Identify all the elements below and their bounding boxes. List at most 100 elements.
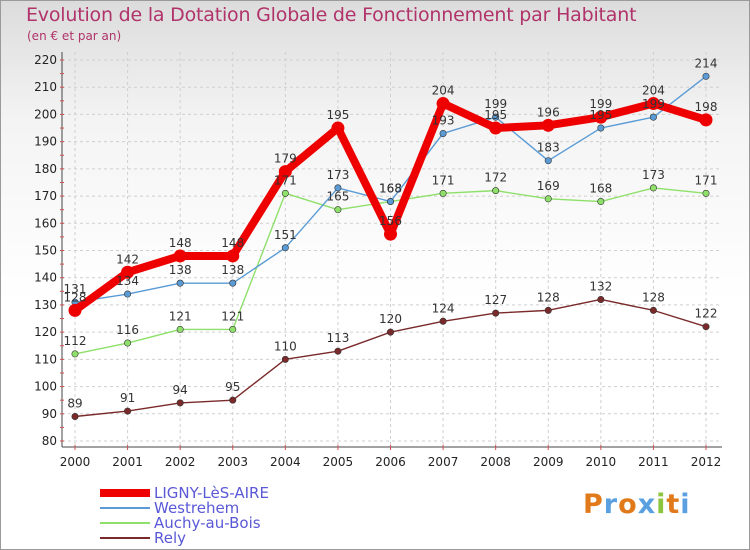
x-axis-ticks: 2000 2001 2002 2003 2004 2005 2006 2007 2008 2009… (60, 455, 722, 469)
data-point (646, 97, 660, 111)
data-point (176, 399, 184, 407)
data-point (544, 157, 552, 165)
data-point (649, 306, 657, 314)
data-point (176, 279, 184, 287)
data-point (439, 129, 447, 137)
data-point (229, 279, 237, 287)
data-label: 214 (695, 56, 718, 70)
data-label: 148 (221, 236, 244, 250)
data-label: 116 (116, 323, 139, 337)
data-label: 183 (537, 141, 560, 155)
data-label: 168 (379, 182, 402, 196)
data-point (176, 325, 184, 333)
data-label: 95 (225, 380, 240, 394)
data-label: 122 (695, 307, 718, 321)
chart-subtitle: (en € et par an) (27, 29, 122, 43)
y-tick-label: 150 (34, 244, 57, 258)
data-point (597, 124, 605, 132)
data-point (121, 265, 135, 279)
x-tick-label: 2008 (480, 455, 511, 469)
data-label: 121 (169, 309, 192, 323)
data-label: 112 (64, 334, 87, 348)
data-point (71, 413, 79, 421)
data-point (594, 110, 608, 124)
data-label: 120 (379, 312, 402, 326)
data-point (492, 113, 500, 121)
data-label: 204 (642, 84, 665, 98)
data-label: 121 (221, 309, 244, 323)
data-point (226, 249, 240, 263)
data-label: 110 (274, 339, 297, 353)
legend-label: Auchy-au-Bois (154, 514, 261, 532)
data-point (124, 290, 132, 298)
legend-item: Westrehem (100, 499, 239, 517)
data-label: 156 (379, 214, 402, 228)
data-point (702, 323, 710, 331)
x-tick-label: 2011 (638, 455, 669, 469)
data-label: 204 (432, 84, 455, 98)
y-tick-label: 80 (42, 434, 57, 448)
series-westrehem (71, 72, 710, 306)
data-point (331, 121, 345, 135)
y-tick-label: 110 (34, 352, 57, 366)
data-point (281, 244, 289, 252)
x-tick-label: 2012 (691, 455, 722, 469)
series-group (68, 72, 713, 421)
x-tick-label: 2010 (586, 455, 617, 469)
data-point (334, 184, 342, 192)
data-label: 171 (274, 173, 297, 187)
data-label: 127 (484, 293, 507, 307)
data-point (702, 189, 710, 197)
data-label: 134 (116, 274, 139, 288)
data-point (439, 189, 447, 197)
data-label: 94 (173, 383, 188, 397)
data-label: 131 (64, 282, 87, 296)
data-point (492, 309, 500, 317)
logo-letter: P (583, 489, 604, 520)
data-label: 138 (221, 263, 244, 277)
y-tick-label: 130 (34, 298, 57, 312)
proxiti-logo: Proxiti (583, 489, 691, 520)
data-label: 172 (484, 171, 507, 185)
data-point (334, 347, 342, 355)
legend-item: Auchy-au-Bois (100, 514, 261, 532)
y-tick-label: 180 (34, 162, 57, 176)
data-point (386, 198, 394, 206)
data-label: 91 (120, 391, 135, 405)
y-tick-label: 190 (34, 135, 57, 149)
legend-item: Rely (100, 529, 186, 547)
y-tick-label: 220 (34, 53, 57, 67)
data-point (173, 249, 187, 263)
data-label: 199 (484, 97, 507, 111)
data-label: 179 (274, 152, 297, 166)
logo-letter: i (680, 489, 691, 520)
series-ligny-l-s-aire (68, 97, 713, 317)
y-tick-label: 90 (42, 407, 57, 421)
data-label: 124 (432, 301, 455, 315)
logo-letter: x (637, 489, 657, 520)
legend-label: Westrehem (154, 499, 239, 517)
x-tick-label: 2002 (165, 455, 196, 469)
data-label: 128 (537, 290, 560, 304)
data-point (699, 113, 713, 127)
y-axis-ticks: 80 90 100 110 120 130 140 150 160 170 180 190 200 210… (34, 53, 57, 448)
y-tick-label: 100 (34, 380, 57, 394)
data-label: 168 (379, 182, 402, 196)
y-tick-label: 120 (34, 325, 57, 339)
x-tick-label: 2007 (428, 455, 459, 469)
data-label: 195 (484, 108, 507, 122)
data-point (436, 97, 450, 111)
x-tick-label: 2004 (270, 455, 301, 469)
axes (60, 52, 722, 450)
logo-letter: i (656, 489, 667, 520)
data-label: 171 (695, 173, 718, 187)
y-tick-label: 140 (34, 271, 57, 285)
data-label: 198 (695, 100, 718, 114)
data-point (281, 355, 289, 363)
data-label: 89 (67, 397, 82, 411)
data-point (229, 396, 237, 404)
logo-letter: o (618, 489, 638, 520)
